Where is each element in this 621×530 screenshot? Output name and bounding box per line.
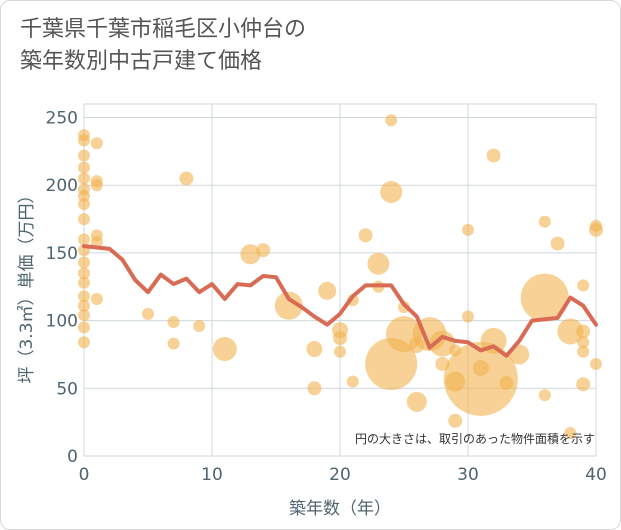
bubble-point: [78, 213, 90, 226]
bubble-point: [78, 276, 90, 289]
bubble-point: [78, 321, 90, 334]
bubble-point: [212, 337, 237, 362]
y-tick-label: 200: [46, 176, 78, 196]
bubble-point: [78, 309, 90, 322]
bubble-point: [406, 391, 427, 412]
bubble-point: [78, 267, 90, 280]
bubble-point: [90, 179, 103, 192]
x-tick-label: 30: [457, 465, 479, 485]
grid: [83, 103, 597, 457]
x-tick-label: 40: [585, 465, 607, 485]
bubble-point: [78, 233, 90, 246]
bubble-point: [78, 256, 90, 269]
bubble-point: [358, 228, 373, 243]
bubble-point: [306, 341, 323, 358]
x-tick-label: 0: [79, 465, 90, 485]
tick-labels: 0 10 20 30 40 0 50 100 150 200 250: [46, 109, 607, 485]
bubble-point: [499, 375, 514, 390]
bubble-point: [550, 236, 565, 251]
bubble-point: [589, 222, 603, 237]
bubble-point: [78, 299, 90, 312]
bubble-point: [167, 337, 180, 350]
trend-line-layer: [82, 244, 598, 358]
bubble-point: [462, 223, 474, 236]
bubble-point: [90, 292, 103, 305]
bubble-point: [520, 273, 569, 322]
bubble-point: [78, 290, 90, 303]
bubble-point: [78, 198, 90, 211]
bubble-point: [462, 310, 474, 323]
bubble-point: [256, 243, 271, 258]
bubble-point: [78, 172, 90, 185]
bubble-point: [274, 291, 303, 320]
size-note: 円の大きさは、取引のあった物件面積を示す: [355, 431, 595, 446]
average-price-line: [82, 244, 598, 358]
bubble-point: [590, 357, 602, 370]
chart-title-line2: 築年数別中古戸建て価格: [20, 49, 263, 74]
bubble-point: [78, 134, 90, 147]
bubble-point: [78, 149, 90, 162]
y-tick-label: 150: [46, 244, 78, 264]
x-tick-label: 10: [201, 465, 223, 485]
bubble-point: [90, 137, 103, 150]
bubble-point: [318, 281, 337, 300]
bubble-point: [90, 236, 103, 249]
bubble-point: [78, 161, 90, 174]
bubble-point: [346, 375, 359, 388]
bubble-point: [443, 341, 518, 416]
chart-title: 千葉県千葉市稲毛区小仲台の 築年数別中古戸建て価格: [20, 14, 306, 78]
bubble-point: [448, 413, 463, 428]
bubble-point: [576, 377, 591, 392]
bubble-point: [576, 324, 591, 339]
bubble-point: [538, 389, 551, 402]
y-tick-label: 250: [46, 109, 78, 129]
bubble-point: [307, 381, 322, 396]
y-tick-label: 50: [56, 379, 78, 399]
bubble-point: [577, 345, 590, 358]
bubble-point: [538, 215, 551, 228]
x-tick-label: 20: [329, 465, 351, 485]
bubble-point: [179, 171, 194, 186]
bubble-point: [333, 331, 347, 346]
chart-title-line1: 千葉県千葉市稲毛区小仲台の: [20, 17, 307, 42]
bubble-point: [240, 244, 261, 265]
bubble-point: [577, 336, 590, 349]
bubble-point: [577, 279, 590, 292]
y-tick-label: 0: [67, 447, 78, 467]
bubble-point: [486, 148, 501, 163]
bubble-point: [142, 307, 154, 320]
y-tick-label: 100: [46, 312, 78, 332]
bubble-point: [385, 114, 398, 127]
bubble-point: [334, 345, 346, 358]
bubble-point: [167, 315, 180, 328]
bubble-point: [557, 318, 584, 345]
bubble-point: [193, 320, 206, 333]
bubble-point: [564, 426, 577, 439]
y-axis-label: 坪（3.3㎡）単価（万円）: [17, 186, 37, 383]
bubble-layer: [78, 114, 603, 439]
bubble-point: [78, 336, 90, 349]
bubble-point: [367, 252, 390, 275]
bubble-point: [472, 360, 489, 376]
x-axis-label: 築年数（年）: [289, 499, 391, 519]
bubble-point: [380, 181, 403, 203]
